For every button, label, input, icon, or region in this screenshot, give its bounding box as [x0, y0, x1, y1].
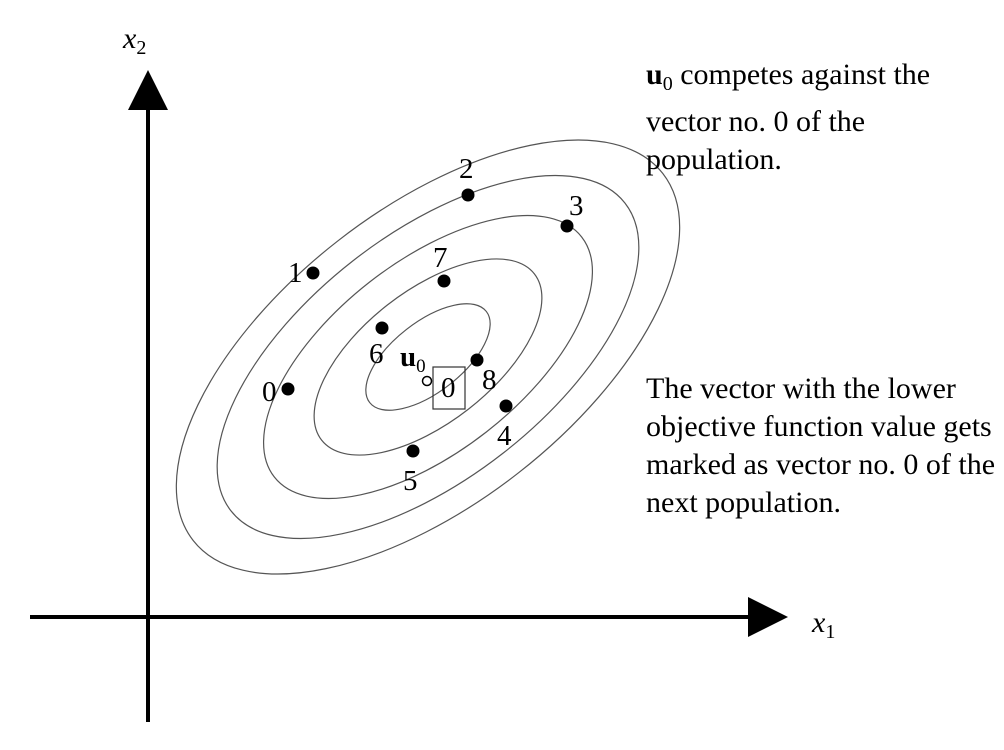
trial-vector-label: u0	[400, 341, 426, 377]
trial-vector-marker	[421, 375, 433, 387]
y-axis-label: x2	[122, 22, 146, 59]
population-points	[281, 188, 574, 458]
annotation-selection-text: The vector with the lower objective func…	[646, 372, 996, 519]
population-point-6	[375, 321, 389, 335]
annotation-u-symbol: u	[646, 58, 663, 91]
contour-ellipse-5	[175, 139, 681, 575]
population-point-4	[499, 399, 513, 413]
point-label-2: 2	[459, 153, 474, 185]
population-point-7	[437, 274, 451, 288]
contour-ellipse-4	[216, 174, 640, 540]
population-point-0	[281, 382, 295, 396]
point-label-0: 0	[262, 376, 277, 408]
point-label-3: 3	[569, 190, 584, 222]
population-point-5	[406, 444, 420, 458]
target-vector-box	[432, 366, 466, 410]
annotation-u-subscript: 0	[662, 73, 673, 95]
point-label-7: 7	[433, 242, 448, 274]
point-label-4: 4	[497, 420, 512, 452]
population-point-1	[306, 266, 320, 280]
contour-ellipse-1	[365, 303, 491, 411]
annotation-selection: The vector with the lower objective func…	[646, 370, 998, 522]
contour-ellipse-3	[262, 214, 594, 500]
annotation-competition-text: competes against the vector no. 0 of the…	[646, 58, 931, 176]
contour-lines	[175, 139, 681, 575]
point-label-8: 8	[482, 364, 497, 396]
point-labels: 0 1 2 3 4 5 6 7 8	[262, 153, 584, 497]
population-point-3	[560, 219, 574, 233]
population-point-2	[461, 188, 475, 202]
annotation-competition: u0 competes against the vector no. 0 of …	[646, 56, 986, 179]
x-axis-label: x1	[811, 606, 835, 643]
point-label-6: 6	[369, 338, 384, 370]
target-vector-box-label: 0	[441, 372, 456, 404]
point-label-5: 5	[403, 465, 418, 497]
population-point-8	[470, 353, 484, 367]
point-label-1: 1	[288, 257, 303, 289]
contour-ellipse-2	[313, 258, 543, 456]
